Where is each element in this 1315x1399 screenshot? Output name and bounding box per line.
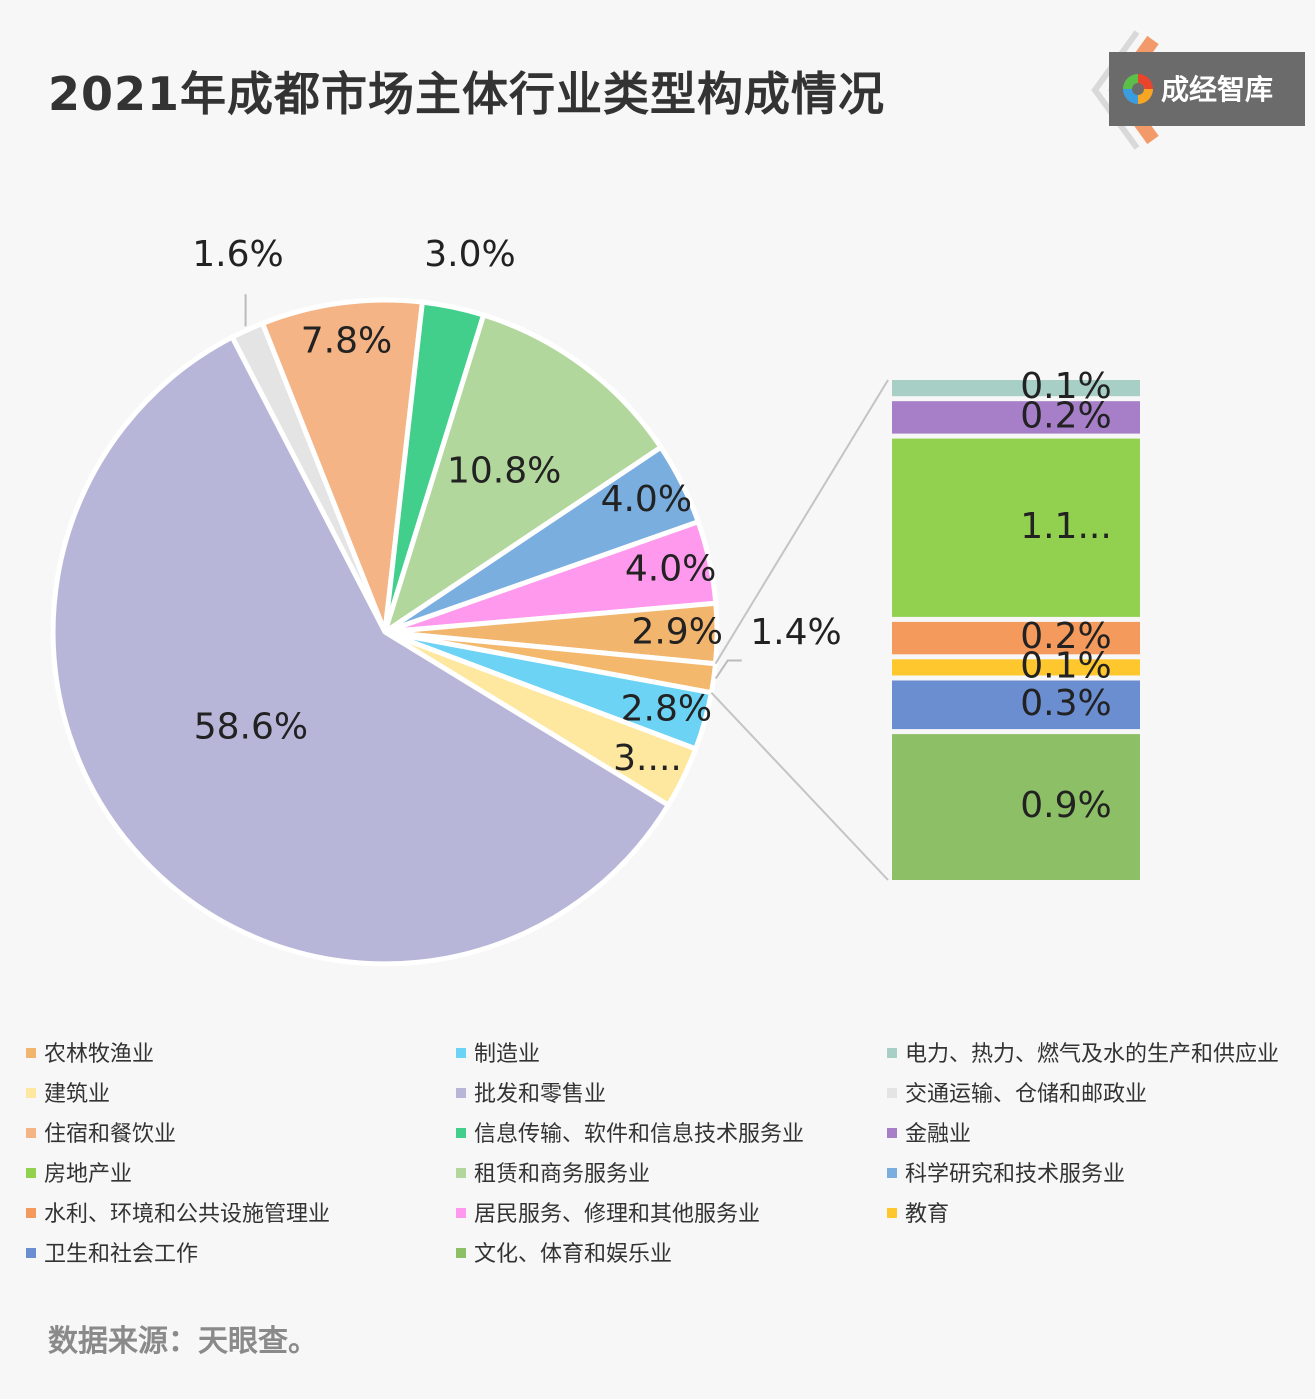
stack-label: 0.2% (1020, 616, 1111, 657)
legend-item: 卫生和社会工作 (26, 1236, 198, 1268)
pie-label: 4.0% (601, 479, 692, 520)
legend-swatch (887, 1168, 897, 1178)
stack-segment (892, 680, 1140, 730)
stack-segment (892, 621, 1140, 655)
legend-label: 居民服务、修理和其他服务业 (474, 1202, 761, 1227)
legend-item: 科学研究和技术服务业 (887, 1156, 1125, 1188)
legend-swatch (26, 1208, 36, 1218)
chart-title: 2021年成都市场主体行业类型构成情况 (48, 67, 886, 121)
legend-item: 文化、体育和娱乐业 (456, 1236, 672, 1268)
stack-label: 0.1% (1020, 366, 1111, 407)
legend-swatch (456, 1208, 466, 1218)
legend-label: 科学研究和技术服务业 (905, 1162, 1126, 1187)
pie-slice (380, 311, 665, 639)
legend-item: 制造业 (456, 1036, 540, 1068)
stack-label: 0.1% (1020, 645, 1111, 686)
legend-swatch (887, 1088, 897, 1098)
legend-label: 批发和零售业 (474, 1082, 607, 1107)
pie-chart: 1.6% 7.8% 3.0% 10.8% 4.0% 4.0% 2.9% 1.4% 2.8% 3..… (50, 234, 1140, 967)
pie-label: 3.... (613, 738, 682, 779)
stack-label: 0.3% (1020, 683, 1111, 724)
legend-swatch (887, 1128, 897, 1138)
legend-label: 教育 (905, 1202, 950, 1227)
pie-slice (259, 297, 426, 633)
legend-swatch (456, 1128, 466, 1138)
leader-line (714, 659, 742, 680)
pie-slice (50, 333, 672, 967)
legend-swatch (456, 1168, 466, 1178)
legend-label: 租赁和商务服务业 (474, 1162, 651, 1187)
legend-swatch (26, 1248, 36, 1258)
legend-label: 制造业 (474, 1042, 541, 1067)
data-source: 数据来源：天眼查。 (48, 1324, 318, 1359)
legend-item: 交通运输、仓储和邮政业 (887, 1076, 1147, 1108)
legend-item: 教育 (887, 1196, 949, 1228)
legend-label: 农林牧渔业 (44, 1042, 155, 1067)
legend-item: 批发和零售业 (456, 1076, 606, 1108)
legend-swatch (26, 1128, 36, 1138)
legend-swatch (456, 1048, 466, 1058)
legend-swatch (26, 1048, 36, 1058)
legend-swatch (456, 1088, 466, 1098)
legend-item: 建筑业 (26, 1076, 110, 1108)
legend-label: 交通运输、仓储和邮政业 (905, 1082, 1148, 1107)
legend-label: 建筑业 (44, 1082, 111, 1107)
legend-item: 居民服务、修理和其他服务业 (456, 1196, 760, 1228)
connector-line (710, 692, 889, 881)
brand-badge: 成经智库 (1045, 30, 1315, 150)
pie-label: 1.6% (192, 234, 283, 275)
legend-item: 电力、热力、燃气及水的生产和供应业 (887, 1036, 1279, 1068)
legend-swatch (26, 1168, 36, 1178)
legend-item: 水利、环境和公共设施管理业 (26, 1196, 330, 1228)
pie-label: 58.6% (194, 706, 308, 747)
stack-segment (892, 380, 1140, 397)
stack-segment (892, 734, 1140, 880)
legend-label: 水利、环境和公共设施管理业 (44, 1202, 331, 1227)
brand-box: 成经智库 (1109, 52, 1305, 126)
legend-label: 电力、热力、燃气及水的生产和供应业 (905, 1042, 1280, 1067)
brand-name: 成经智库 (1161, 73, 1274, 106)
legend-swatch (456, 1248, 466, 1258)
legend-item: 信息传输、软件和信息技术服务业 (456, 1116, 804, 1148)
legend-item: 金融业 (887, 1116, 971, 1148)
legend-swatch (26, 1088, 36, 1098)
pie-label: 2.9% (631, 611, 722, 652)
pie-label: 10.8% (447, 450, 561, 491)
stack-label: 1.1... (1020, 506, 1112, 547)
stack-segment (892, 401, 1140, 434)
stack-segment (892, 438, 1140, 617)
legend-swatch (887, 1208, 897, 1218)
legend-item: 房地产业 (26, 1156, 132, 1188)
brand-logo-icon (1123, 74, 1153, 104)
stack-segment (892, 659, 1140, 676)
legend-label: 住宿和餐饮业 (44, 1122, 177, 1147)
pie-label: 4.0% (625, 548, 716, 589)
legend-label: 信息传输、软件和信息技术服务业 (474, 1122, 805, 1147)
pie-label: 7.8% (301, 320, 392, 361)
legend-label: 卫生和社会工作 (44, 1242, 199, 1267)
legend-item: 租赁和商务服务业 (456, 1156, 650, 1188)
legend-label: 金融业 (905, 1122, 972, 1147)
connector-line (714, 379, 889, 665)
pie-label: 1.4% (750, 612, 841, 653)
legend-label: 文化、体育和娱乐业 (474, 1242, 673, 1267)
legend-item: 住宿和餐饮业 (26, 1116, 176, 1148)
stack-label: 0.2% (1020, 395, 1111, 436)
pie-label: 3.0% (424, 234, 515, 275)
legend-item: 农林牧渔业 (26, 1036, 154, 1068)
stack-label: 0.9% (1020, 785, 1111, 826)
legend-swatch (887, 1048, 897, 1058)
pie-label: 2.8% (621, 688, 712, 729)
legend-label: 房地产业 (44, 1162, 133, 1187)
